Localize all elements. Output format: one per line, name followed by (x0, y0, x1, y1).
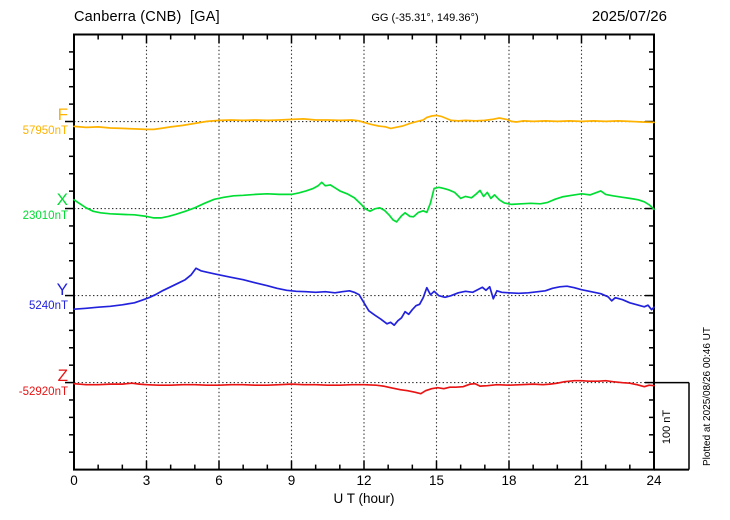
x-axis-tick-label: 6 (215, 473, 223, 488)
x-axis-tick-label: 0 (70, 473, 78, 488)
series-curve-F (73, 114, 655, 131)
x-axis-tick-label: 24 (646, 473, 662, 488)
component-baseline-value-X: 23010nT (22, 210, 68, 222)
x-axis-tick-label: 9 (287, 473, 296, 488)
component-baseline-value-Y: 5240nT (28, 300, 68, 312)
series-curve-X (73, 181, 655, 223)
component-letter-F: F (57, 105, 68, 124)
series-curve-Y (73, 267, 655, 327)
component-baseline-value-Z: -52920nT (18, 386, 68, 398)
component-baseline-value-F: 57950nT (22, 125, 68, 137)
x-axis-tick-label: 12 (356, 473, 372, 488)
x-axis-title: U T (hour) (333, 491, 395, 506)
x-axis-tick-label: 3 (142, 473, 151, 488)
scale-bar-label: 100 nT (661, 409, 673, 445)
component-label-X: X 23010nT (8, 191, 68, 223)
component-letter-Y: Y (56, 280, 68, 299)
x-axis-tick-label: 18 (501, 473, 517, 488)
series-curve-Z (73, 379, 655, 395)
component-label-Z: Z -52920nT (8, 367, 68, 399)
station-title: Canberra (CNB) [GA] (74, 9, 220, 25)
plot-date: 2025/07/26 (591, 8, 667, 25)
x-axis-tick-label: 21 (573, 473, 590, 488)
component-label-Y: Y 5240nT (8, 281, 68, 313)
component-letter-X: X (56, 190, 68, 209)
geographic-coordinates: GG (-35.31°, 149.36°) (371, 12, 479, 24)
component-label-F: F 57950nT (8, 106, 68, 138)
x-axis-tick-label: 15 (428, 473, 445, 488)
component-letter-Z: Z (57, 366, 68, 385)
plotted-at-timestamp: Plotted at 2025/08/26 00:46 UT (702, 327, 713, 466)
